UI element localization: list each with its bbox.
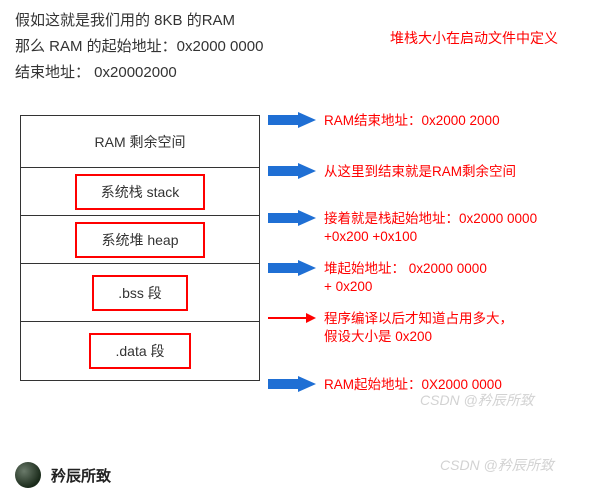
memory-cell: .bss 段: [21, 264, 259, 322]
annotation: RAM起始地址：0X2000 0000: [268, 376, 502, 394]
header-note: 堆栈大小在启动文件中定义: [390, 28, 558, 48]
arrow-red-icon: [268, 310, 316, 326]
memory-cell: .data 段: [21, 322, 259, 380]
arrow-blue-icon: [268, 210, 316, 226]
header-line-2: 那么 RAM 的起始地址：0x2000 0000: [15, 34, 263, 60]
annotation: 从这里到结束就是RAM剩余空间: [268, 163, 516, 181]
author-name: 矜辰所致: [51, 465, 111, 486]
annotation-text: 接着就是栈起始地址：0x2000 0000 +0x200 +0x100: [324, 210, 537, 246]
memory-cell-box: 系统堆 heap: [75, 222, 204, 258]
watermark-text: CSDN @矜辰所致: [440, 455, 554, 475]
annotation-text: 堆起始地址： 0x2000 0000 + 0x200: [324, 260, 487, 296]
arrow-blue-icon: [268, 260, 316, 276]
annotation-text: 程序编译以后才知道占用多大， 假设大小是 0x200: [324, 310, 513, 346]
header-line-1: 假如这就是我们用的 8KB 的RAM: [15, 8, 263, 34]
header-block: 假如这就是我们用的 8KB 的RAM 那么 RAM 的起始地址：0x2000 0…: [15, 8, 263, 86]
author-block: 矜辰所致: [15, 462, 111, 488]
annotation-text: 从这里到结束就是RAM剩余空间: [324, 163, 516, 181]
arrow-blue-icon: [268, 376, 316, 392]
arrow-blue-icon: [268, 163, 316, 179]
annotation: 堆起始地址： 0x2000 0000 + 0x200: [268, 260, 487, 296]
memory-cell-box: 系统栈 stack: [75, 174, 206, 210]
annotation: 接着就是栈起始地址：0x2000 0000 +0x200 +0x100: [268, 210, 537, 246]
memory-cell-box: .bss 段: [92, 275, 188, 311]
memory-cell-box: .data 段: [89, 333, 190, 369]
header-line-3: 结束地址： 0x20002000: [15, 60, 263, 86]
memory-cell: RAM 剩余空间: [21, 116, 259, 168]
memory-cell: 系统堆 heap: [21, 216, 259, 264]
avatar-icon: [15, 462, 41, 488]
memory-cell: 系统栈 stack: [21, 168, 259, 216]
annotation: 程序编译以后才知道占用多大， 假设大小是 0x200: [268, 310, 513, 346]
annotation-text: RAM起始地址：0X2000 0000: [324, 376, 502, 394]
annotation-text: RAM结束地址：0x2000 2000: [324, 112, 500, 130]
annotation: RAM结束地址：0x2000 2000: [268, 112, 500, 130]
arrow-blue-icon: [268, 112, 316, 128]
memory-diagram: RAM 剩余空间系统栈 stack 系统堆 heap .bss 段 .data 段: [20, 115, 260, 381]
